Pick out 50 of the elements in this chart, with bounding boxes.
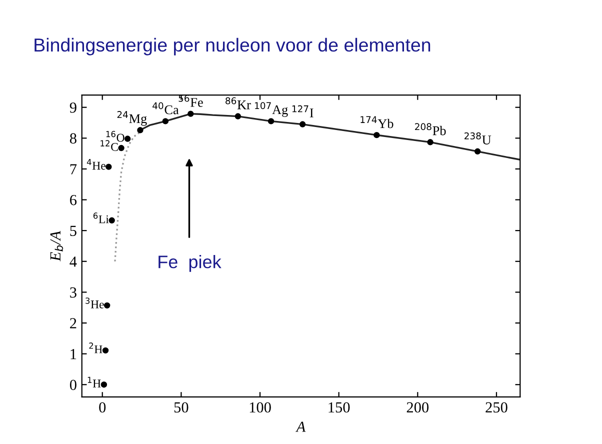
point xyxy=(104,302,110,309)
y-tick-label: 5 xyxy=(70,226,76,236)
point xyxy=(188,110,194,117)
y-tick-label: 8 xyxy=(70,133,76,144)
x-tick-label: 0 xyxy=(99,402,106,413)
annotation: $^{24}$Mg xyxy=(117,111,147,126)
x-tick-label: 150 xyxy=(328,402,350,413)
annotation: $^{40}$Ca xyxy=(152,102,179,114)
y-tick-label: 9 xyxy=(70,102,76,113)
x-axis-title: A xyxy=(296,422,306,432)
annotation: $^{2}$H xyxy=(89,342,102,354)
x-tick-label: 50 xyxy=(174,402,188,413)
point xyxy=(100,382,108,388)
annotation: $^{12}$C xyxy=(100,140,118,151)
point xyxy=(102,347,109,354)
y-tick-label: 2 xyxy=(70,318,76,328)
point xyxy=(268,118,274,124)
y-tick-label: 0 xyxy=(70,380,76,390)
point xyxy=(124,136,131,142)
x-tick-label: 100 xyxy=(250,402,271,413)
point xyxy=(374,132,380,138)
y-tick-label: 7 xyxy=(70,164,77,174)
point xyxy=(234,113,242,120)
chart-title: Bindingsenergie per nucleon voor de elementen xyxy=(34,38,430,56)
annotation: $^{208}$Pb xyxy=(415,123,446,136)
y-tick-label: 3 xyxy=(70,287,76,298)
annotation: $^{4}$He xyxy=(86,159,106,170)
annotation: $^{127}$I xyxy=(292,105,314,118)
annotation: $^{238}$U xyxy=(464,132,492,144)
point xyxy=(137,127,144,134)
annotation: $^{3}$He xyxy=(86,298,104,308)
y-tick-label: 4 xyxy=(70,256,77,267)
point xyxy=(299,121,306,128)
y-tick-label: 6 xyxy=(70,194,77,206)
annotation: $^{107}$Ag xyxy=(255,102,288,117)
point xyxy=(427,139,434,146)
x-tick-label: 250 xyxy=(486,402,508,413)
annotation: $^{86}$Kr xyxy=(226,97,251,110)
point xyxy=(108,217,115,224)
x-tick-label: 200 xyxy=(406,402,429,413)
point xyxy=(162,118,169,124)
annotation: $^{6}$Li xyxy=(93,212,109,224)
annotation: Fe piek xyxy=(158,255,222,272)
annotation: $^{1}$H xyxy=(88,376,101,388)
annotation: $^{174}$Yb xyxy=(360,116,394,128)
y-axis-title: E$_{b}$/A xyxy=(50,230,64,262)
point xyxy=(106,164,112,170)
y-tick-label: 1 xyxy=(70,349,76,360)
point xyxy=(474,148,481,154)
point xyxy=(118,144,124,152)
